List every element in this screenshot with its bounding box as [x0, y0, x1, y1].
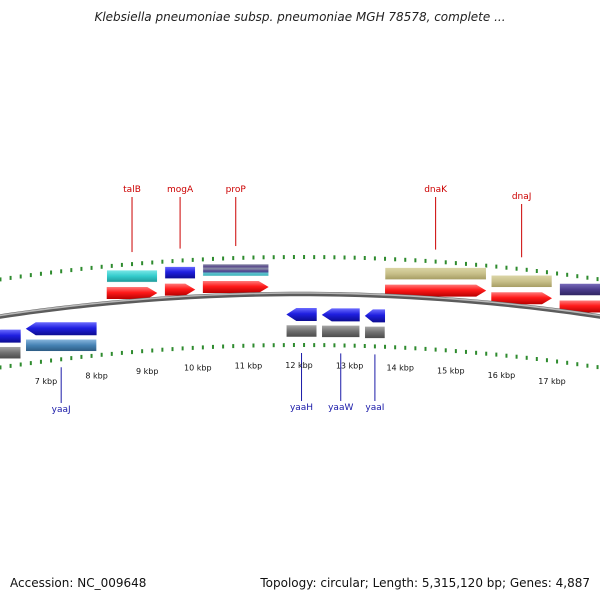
accession-label: Accession: NC_009648	[10, 576, 147, 590]
gene-label-talB[interactable]: talB	[123, 185, 141, 253]
axis-tick-label: 8 kbp	[85, 371, 107, 380]
feature-block-minus	[0, 346, 21, 359]
cds-arrow-plus	[559, 300, 600, 313]
gene-label-mogA[interactable]: mogA	[167, 185, 194, 249]
gene-label-dnaK[interactable]: dnaK	[424, 185, 448, 250]
cds-arrow-minus	[25, 322, 97, 336]
gene-label-text: yaaJ	[52, 405, 71, 415]
gene-labels: talB mogA proP dnaK dnaJ yaaJ yaaH yaaW yaaI	[52, 185, 532, 415]
gene-label-text: mogA	[167, 185, 194, 195]
genome-backbone	[0, 291, 600, 319]
axis-tick-label: 9 kbp	[136, 367, 158, 376]
feature-block-minus	[25, 339, 97, 352]
feature-block-minus	[321, 325, 360, 338]
gene-label-proP[interactable]: proP	[226, 185, 247, 247]
feature-block-minus	[364, 326, 386, 339]
axis-labels: 7 kbp 8 kbp 9 kbp 10 kbp 11 kbp 12 kbp 13 kbp 1…	[35, 361, 566, 386]
axis-tick-label: 13 kbp	[336, 362, 364, 371]
gene-label-text: yaaH	[290, 403, 313, 413]
gene-label-text: proP	[226, 185, 247, 195]
gene-label-yaaI[interactable]: yaaI	[365, 354, 384, 413]
cds-arrow-plus	[106, 287, 158, 300]
gene-label-yaaH[interactable]: yaaH	[290, 353, 313, 413]
cds-arrow-minus	[321, 308, 360, 322]
cds-arrow-plus	[164, 283, 196, 296]
gene-label-text: dnaK	[424, 185, 448, 195]
feature-block-plus	[106, 269, 158, 283]
gene-label-text: dnaJ	[512, 192, 532, 202]
gene-label-text: talB	[123, 185, 141, 195]
backbone-line	[0, 291, 600, 319]
cds-arrow-plus	[385, 284, 487, 297]
cds-arrow-plus	[491, 292, 552, 305]
axis-tick-label: 17 kbp	[538, 377, 566, 386]
feature-block-plus	[202, 263, 269, 277]
axis-tick-label: 7 kbp	[35, 377, 57, 386]
gene-label-text: yaaI	[365, 403, 384, 413]
gene-label-yaaW[interactable]: yaaW	[328, 353, 353, 413]
axis-tick-label: 16 kbp	[488, 371, 516, 380]
gene-label-dnaJ[interactable]: dnaJ	[512, 192, 532, 258]
axis-tick-label: 14 kbp	[386, 364, 414, 373]
feature-block-minus	[286, 324, 318, 338]
outer-ticks	[0, 255, 599, 282]
topology-summary: Topology: circular; Length: 5,315,120 bp…	[260, 576, 590, 590]
feature-block-plus	[164, 266, 196, 279]
cds-arrow-minus	[364, 309, 386, 323]
backbone-highlight	[0, 292, 600, 317]
feature-tracks	[0, 263, 600, 359]
axis-tick-label: 15 kbp	[437, 367, 465, 376]
feature-block-plus	[491, 275, 553, 288]
gene-label-yaaJ[interactable]: yaaJ	[52, 367, 71, 415]
inner-ticks	[0, 343, 599, 370]
cds-arrow-minus	[0, 329, 21, 343]
cds-arrow-plus	[202, 281, 269, 294]
feature-block-plus	[384, 267, 487, 280]
axis-tick-label: 12 kbp	[285, 361, 313, 370]
feature-block-plus	[559, 283, 600, 296]
gene-label-text: yaaW	[328, 403, 353, 413]
map-title: Klebsiella pneumoniae subsp. pneumoniae …	[94, 10, 506, 24]
cds-arrow-minus	[286, 308, 317, 322]
axis-tick-label: 11 kbp	[235, 362, 263, 371]
axis-tick-label: 10 kbp	[184, 364, 212, 373]
